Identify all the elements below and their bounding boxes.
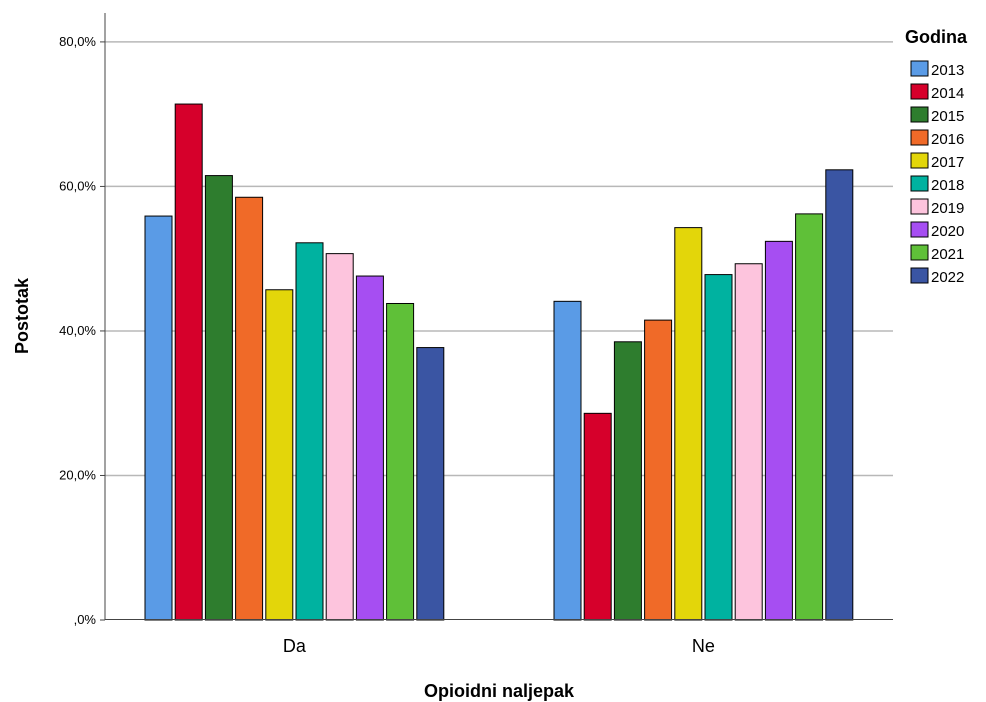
y-tick-label: 40,0%	[59, 323, 96, 338]
bar-ne-2017	[674, 227, 703, 621]
legend-label: 2015	[931, 108, 964, 125]
legend-swatch-2022	[910, 267, 929, 284]
bar-da-2022	[416, 347, 445, 621]
legend-swatch-2015	[910, 106, 929, 123]
legend-label: 2022	[931, 269, 964, 286]
bar-ne-2013	[553, 300, 582, 621]
y-tick-label: 20,0%	[59, 467, 96, 482]
legend-label: 2017	[931, 154, 964, 171]
bar-da-2015	[204, 175, 233, 621]
legend-swatch-2020	[910, 221, 929, 238]
legend-swatch-2013	[910, 60, 929, 77]
bar-da-2019	[325, 253, 354, 621]
legend-label: 2021	[931, 246, 964, 263]
bar-da-2014	[174, 103, 203, 621]
legend-label: 2016	[931, 131, 964, 148]
axes	[104, 13, 893, 620]
bars	[144, 103, 854, 621]
legend-swatch-2019	[910, 198, 929, 215]
legend-label: 2014	[931, 85, 964, 102]
legend-swatch-2016	[910, 129, 929, 146]
bar-da-2016	[235, 196, 264, 621]
bar-da-2017	[265, 289, 294, 621]
legend-swatch-2021	[910, 244, 929, 261]
legend-label: 2013	[931, 62, 964, 79]
legend-swatch-2018	[910, 175, 929, 192]
y-tick-labels: ,0% 20,0% 40,0% 60,0% 80,0%	[59, 34, 96, 627]
legend-swatch-2014	[910, 83, 929, 100]
bar-ne-2018	[704, 274, 733, 621]
y-tick-label: 60,0%	[59, 178, 96, 193]
legend-title: Godina	[905, 27, 968, 47]
legend-label: 2019	[931, 200, 964, 217]
legend: Godina 2013 2014 2015 2016 2017 2018 2019 2020 2…	[905, 27, 968, 286]
legend-swatch-2017	[910, 152, 929, 169]
bar-da-2013	[144, 215, 173, 621]
x-category-labels: Da Ne	[283, 636, 715, 656]
bar-da-2020	[355, 275, 384, 621]
x-axis-title: Opioidni naljepak	[424, 681, 575, 701]
bar-da-2021	[386, 302, 415, 621]
bar-da-2018	[295, 242, 324, 621]
bar-ne-2015	[613, 341, 642, 621]
legend-label: 2018	[931, 177, 964, 194]
legend-label: 2020	[931, 223, 964, 240]
y-axis-title: Postotak	[12, 277, 32, 354]
bar-ne-2014	[583, 412, 612, 621]
bar-ne-2020	[764, 240, 793, 621]
x-category-label: Da	[283, 636, 307, 656]
bar-ne-2021	[795, 213, 824, 621]
x-category-label: Ne	[692, 636, 715, 656]
bar-ne-2022	[825, 169, 854, 621]
bar-ne-2019	[734, 263, 763, 621]
y-tick-label: ,0%	[74, 612, 97, 627]
bar-ne-2016	[644, 319, 673, 621]
y-tick-label: 80,0%	[59, 34, 96, 49]
